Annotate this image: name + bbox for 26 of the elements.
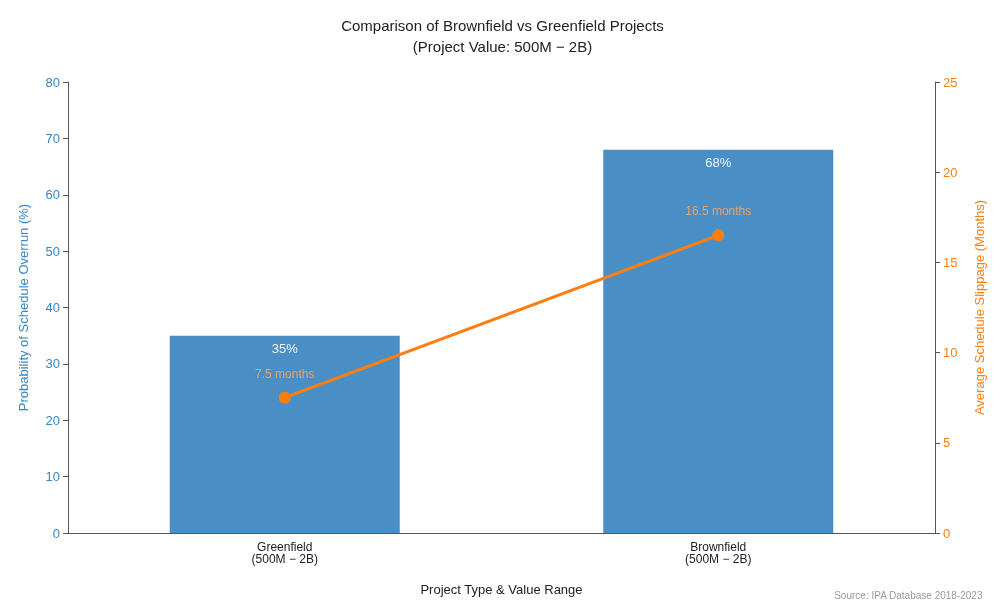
y2-tick-label: 15 [943,254,958,270]
y2-tick-label: 0 [943,525,951,541]
y-tick-label: 80 [45,74,60,90]
x-tick-label: Brownfield (500M − 2B) [685,540,752,566]
y-tick-label: 30 [45,356,60,372]
chart-title: Comparison of Brownfield vs Greenfield Projects (Project Value: 500M − 2B) [341,17,664,55]
data-label: 35% [271,340,299,356]
y-tick-label: 20 [45,412,60,428]
source-note: Source: IPA Database 2018-2023 [834,589,983,601]
y-tick-label: 0 [52,525,60,541]
y2-axis-title: Average Schedule Slippage (Months) [972,199,987,416]
y-tick-label: 50 [45,243,60,259]
data-label: 68% [705,154,732,170]
y-tick-label: 70 [45,130,60,146]
x-tick-label: Greenfield (500M − 2B) [251,540,318,566]
data-label: 16.5 months [685,204,752,219]
y-axis-title: Probability of Schedule Overrun (%) [16,203,31,412]
y-tick-label: 10 [45,469,60,485]
y-tick-label: 60 [45,187,60,203]
x-axis-title: Project Type & Value Range [420,582,583,597]
data-label: 7.5 months [255,366,315,381]
y-tick-label: 40 [45,300,60,315]
y2-tick-label: 10 [943,345,958,361]
y2-tick-label: 25 [943,74,958,90]
y2-tick-label: 20 [943,164,958,180]
y2-tick-label: 5 [943,435,951,451]
